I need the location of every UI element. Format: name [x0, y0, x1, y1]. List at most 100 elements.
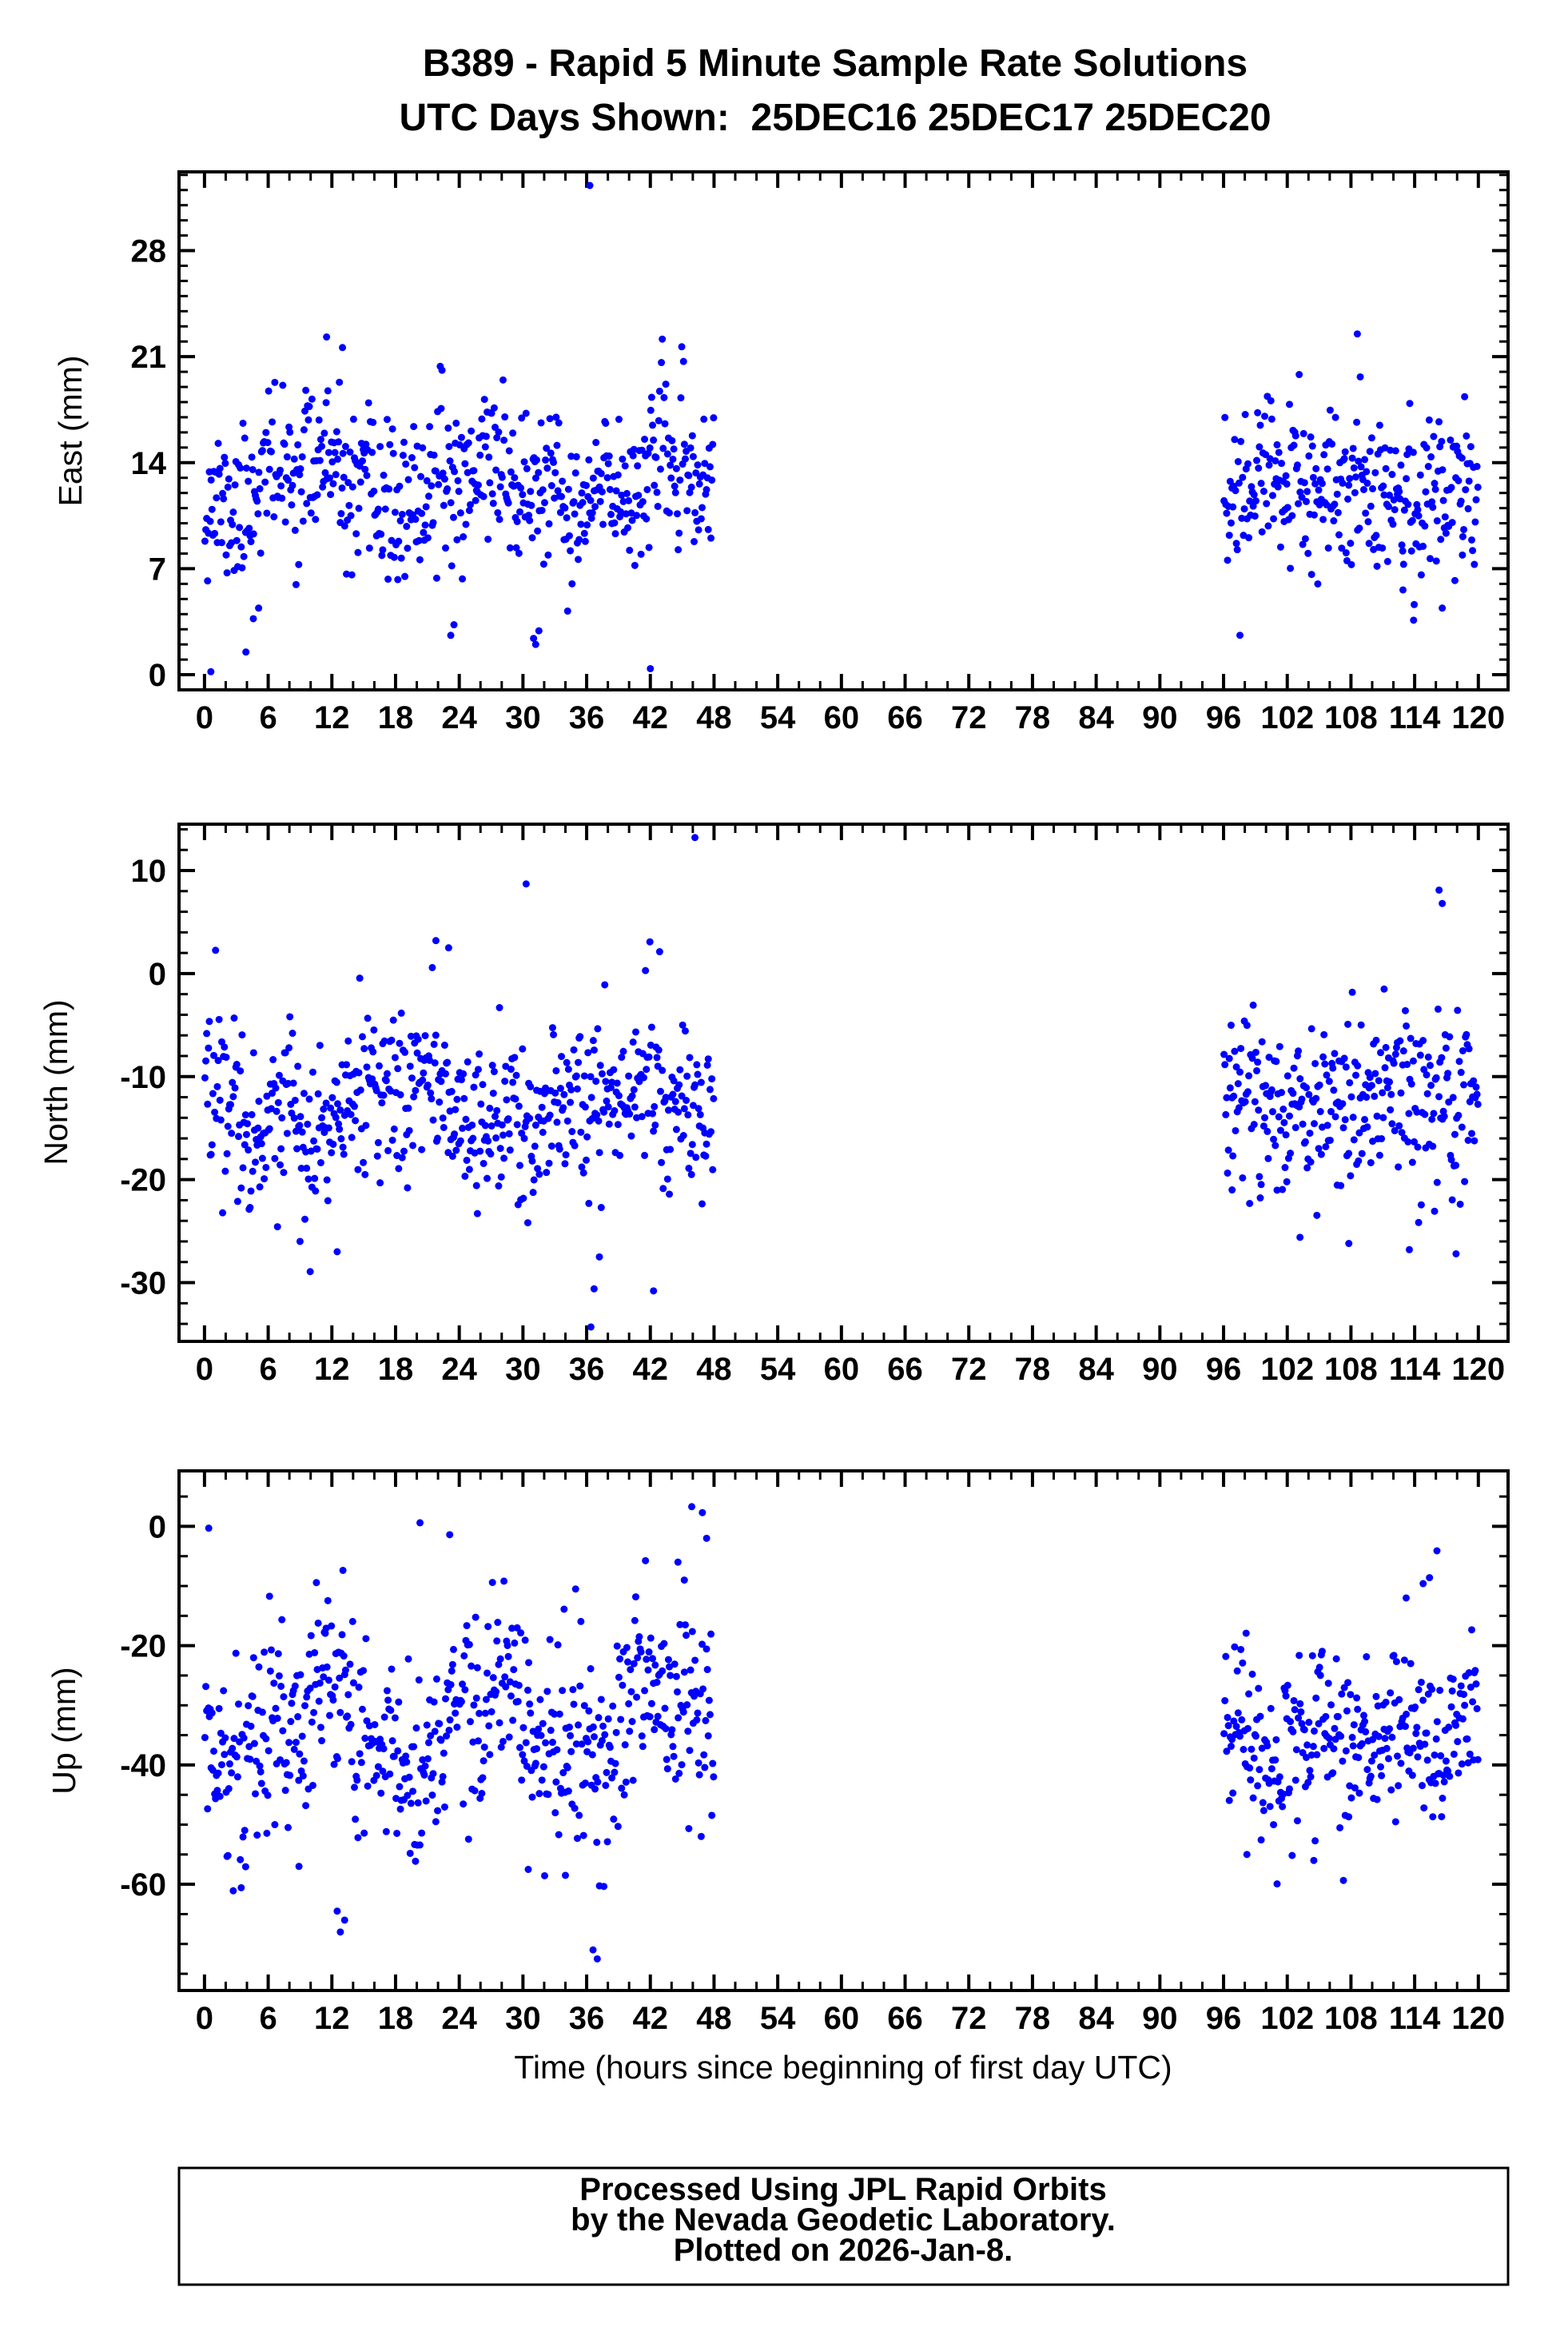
svg-text:72: 72	[951, 2001, 987, 2036]
svg-text:96: 96	[1206, 2001, 1242, 2036]
svg-text:108: 108	[1324, 700, 1378, 735]
svg-text:12: 12	[314, 1352, 350, 1387]
svg-text:96: 96	[1206, 700, 1242, 735]
svg-text:114: 114	[1389, 1352, 1441, 1387]
svg-text:102: 102	[1260, 1352, 1314, 1387]
svg-text:66: 66	[887, 1352, 923, 1387]
svg-text:42: 42	[633, 2001, 669, 2036]
north-ticks	[179, 824, 1508, 1341]
svg-text:0: 0	[149, 658, 166, 693]
svg-text:54: 54	[760, 700, 796, 735]
svg-text:48: 48	[696, 700, 732, 735]
svg-text:108: 108	[1324, 1352, 1378, 1387]
svg-text:54: 54	[760, 1352, 796, 1387]
svg-text:102: 102	[1260, 2001, 1314, 2036]
east-panel: 0 6 12 18 24 30 36 42 48 54 60 66 72 78 84 90 96 102 108 11…	[131, 170, 1510, 735]
svg-text:30: 30	[505, 2001, 541, 2036]
svg-text:36: 36	[569, 2001, 605, 2036]
svg-text:120: 120	[1451, 700, 1505, 735]
svg-text:60: 60	[824, 2001, 860, 2036]
footer-border	[177, 2166, 1510, 2286]
svg-text:72: 72	[951, 700, 987, 735]
up-axis-label: Up (mm)	[46, 1667, 82, 1794]
svg-text:24: 24	[441, 2001, 477, 2036]
svg-text:36: 36	[569, 1352, 605, 1387]
svg-text:48: 48	[696, 1352, 732, 1387]
x-axis-title: Time (hours since beginning of first day…	[514, 2049, 1172, 2086]
svg-text:10: 10	[131, 854, 167, 889]
north-frame	[177, 823, 1510, 1343]
svg-text:12: 12	[314, 2001, 350, 2036]
svg-text:78: 78	[1015, 700, 1051, 735]
svg-text:102: 102	[1260, 700, 1314, 735]
svg-text:18: 18	[378, 2001, 414, 2036]
svg-text:42: 42	[633, 700, 669, 735]
up-scatter-points	[201, 1503, 1482, 1962]
svg-text:36: 36	[569, 700, 605, 735]
svg-text:108: 108	[1324, 2001, 1378, 2036]
svg-text:84: 84	[1078, 1352, 1114, 1387]
svg-text:84: 84	[1078, 2001, 1114, 2036]
svg-text:54: 54	[760, 2001, 796, 2036]
svg-text:7: 7	[149, 552, 166, 587]
svg-text:-60: -60	[120, 1867, 166, 1903]
svg-text:60: 60	[824, 1352, 860, 1387]
svg-text:72: 72	[951, 1352, 987, 1387]
svg-text:120: 120	[1451, 2001, 1505, 2036]
svg-text:18: 18	[378, 1352, 414, 1387]
up-tick-labels: 0 6 12 18 24 30 36 42 48 54 60 66 72 78 84 90 96 102 108 11…	[120, 1509, 1505, 2036]
up-ticks	[179, 1471, 1508, 1990]
svg-text:90: 90	[1142, 700, 1178, 735]
svg-text:90: 90	[1142, 1352, 1178, 1387]
up-frame	[177, 1469, 1510, 1992]
svg-text:0: 0	[196, 700, 213, 735]
svg-text:-20: -20	[120, 1163, 166, 1198]
svg-text:18: 18	[378, 700, 414, 735]
north-axis-label: North (mm)	[38, 999, 74, 1165]
svg-text:60: 60	[824, 700, 860, 735]
east-axis-label: East (mm)	[52, 355, 89, 506]
svg-text:30: 30	[505, 1352, 541, 1387]
svg-text:120: 120	[1451, 1352, 1505, 1387]
svg-text:84: 84	[1078, 700, 1114, 735]
east-tick-labels: 0 6 12 18 24 30 36 42 48 54 60 66 72 78 84 90 96 102 108 11…	[131, 234, 1506, 735]
svg-text:114: 114	[1389, 700, 1441, 735]
svg-text:0: 0	[196, 1352, 213, 1387]
svg-text:96: 96	[1206, 1352, 1242, 1387]
svg-text:24: 24	[441, 700, 477, 735]
svg-text:-40: -40	[120, 1748, 166, 1783]
svg-text:14: 14	[131, 446, 167, 481]
svg-text:6: 6	[259, 2001, 277, 2036]
footer-line-2: by the Nevada Geodetic Laboratory.	[571, 2202, 1116, 2237]
figure-title: B389 - Rapid 5 Minute Sample Rate Soluti…	[423, 42, 1248, 85]
svg-text:78: 78	[1015, 2001, 1051, 2036]
svg-text:12: 12	[314, 700, 350, 735]
svg-text:-10: -10	[120, 1060, 166, 1095]
east-frame	[177, 170, 1510, 691]
north-scatter-points	[201, 834, 1482, 1331]
footer-box: Processed Using JPL Rapid Orbits by the …	[177, 2166, 1510, 2286]
svg-text:114: 114	[1389, 2001, 1441, 2036]
svg-text:-20: -20	[120, 1629, 166, 1664]
north-tick-labels: 0 6 12 18 24 30 36 42 48 54 60 66 72 78 84 90 96 102 108 11…	[120, 854, 1505, 1387]
svg-text:28: 28	[131, 234, 167, 269]
svg-text:0: 0	[196, 2001, 213, 2036]
svg-text:42: 42	[633, 1352, 669, 1387]
svg-text:0: 0	[149, 1509, 166, 1544]
svg-text:66: 66	[887, 700, 923, 735]
svg-text:6: 6	[259, 700, 277, 735]
svg-text:90: 90	[1142, 2001, 1178, 2036]
svg-text:48: 48	[696, 2001, 732, 2036]
svg-text:6: 6	[259, 1352, 277, 1387]
east-ticks	[179, 172, 1508, 691]
svg-text:21: 21	[131, 340, 167, 375]
svg-text:66: 66	[887, 2001, 923, 2036]
panels: 0 6 12 18 24 30 36 42 48 54 60 66 72 78 84 90 96 102 108 11…	[120, 170, 1510, 2036]
footer-line-3: Plotted on 2026-Jan-8.	[674, 2233, 1013, 2268]
north-panel: 0 6 12 18 24 30 36 42 48 54 60 66 72 78 84 90 96 102 108 11…	[120, 823, 1510, 1387]
svg-text:78: 78	[1015, 1352, 1051, 1387]
figure-subtitle: UTC Days Shown: 25DEC16 25DEC17 25DEC20	[399, 97, 1271, 139]
svg-text:30: 30	[505, 700, 541, 735]
svg-text:-30: -30	[120, 1266, 166, 1301]
